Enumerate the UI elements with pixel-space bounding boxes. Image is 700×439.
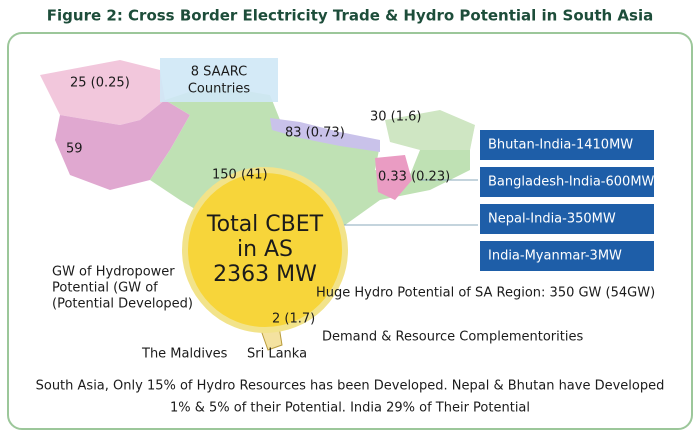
region-afghanistan bbox=[40, 60, 165, 125]
map-label: Countries bbox=[188, 82, 251, 97]
legend-text: (Potential Developed) bbox=[52, 297, 193, 312]
trade-label: Nepal-India-350MW bbox=[488, 212, 616, 227]
region-bangladesh bbox=[375, 155, 412, 200]
map-label: 83 (0.73) bbox=[285, 126, 345, 141]
legend-text: Potential (GW of bbox=[52, 281, 158, 296]
trade-boxes: Bhutan-India-1410MW Bangladesh-India-600M… bbox=[480, 130, 655, 271]
map-label: 0.33 (0.23) bbox=[378, 170, 450, 185]
map-label: 25 (0.25) bbox=[70, 76, 130, 91]
saarc-box bbox=[160, 58, 278, 102]
map-label: 59 bbox=[66, 142, 83, 157]
total-circle bbox=[182, 167, 348, 333]
note: Demand & Resource Complementorities bbox=[322, 330, 583, 345]
trade-label: India-Myanmar-3MW bbox=[488, 249, 622, 264]
region-bhutan-northeast bbox=[385, 110, 475, 150]
map-label: 150 (41) bbox=[212, 168, 268, 183]
footer-text: South Asia, Only 15% of Hydro Resources … bbox=[36, 379, 665, 394]
title: Figure 2: Cross Border Electricity Trade… bbox=[47, 7, 653, 25]
map-label: 8 SAARC bbox=[191, 65, 248, 80]
map-label: 30 (1.6) bbox=[370, 110, 422, 125]
footer-text: 1% & 5% of their Potential. India 29% of… bbox=[170, 401, 530, 416]
trade-box bbox=[480, 130, 654, 160]
trade-label: Bhutan-India-1410MW bbox=[488, 138, 633, 153]
note: Huge Hydro Potential of SA Region: 350 G… bbox=[316, 286, 655, 301]
center-label: in AS bbox=[237, 237, 293, 262]
trade-box bbox=[480, 167, 654, 197]
trade-box bbox=[480, 241, 654, 271]
map-label: Sri Lanka bbox=[247, 347, 307, 362]
center-label: 2363 MW bbox=[213, 262, 317, 287]
trade-label: Bangladesh-India-600MW bbox=[488, 175, 655, 190]
center-label: Total CBET bbox=[206, 212, 324, 237]
legend-text: GW of Hydropower bbox=[52, 265, 175, 280]
trade-box bbox=[480, 204, 654, 234]
region-nepal bbox=[270, 118, 380, 152]
region-pakistan bbox=[55, 100, 190, 190]
map-label: The Maldives bbox=[141, 347, 228, 362]
map-label: 2 (1.7) bbox=[272, 312, 315, 327]
